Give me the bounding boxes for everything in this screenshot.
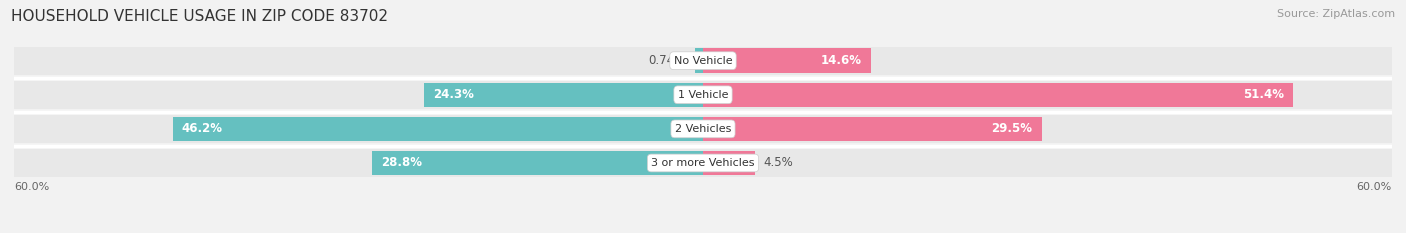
Text: 2 Vehicles: 2 Vehicles: [675, 124, 731, 134]
Text: 60.0%: 60.0%: [1357, 182, 1392, 192]
Text: HOUSEHOLD VEHICLE USAGE IN ZIP CODE 83702: HOUSEHOLD VEHICLE USAGE IN ZIP CODE 8370…: [11, 9, 388, 24]
Text: 3 or more Vehicles: 3 or more Vehicles: [651, 158, 755, 168]
Text: Source: ZipAtlas.com: Source: ZipAtlas.com: [1277, 9, 1395, 19]
Bar: [14, 47, 1392, 75]
Bar: [695, 48, 703, 73]
Bar: [14, 115, 1392, 143]
Text: 24.3%: 24.3%: [433, 88, 474, 101]
Text: 60.0%: 60.0%: [14, 182, 49, 192]
Text: 28.8%: 28.8%: [381, 157, 422, 169]
Bar: [173, 116, 703, 141]
Text: 51.4%: 51.4%: [1243, 88, 1284, 101]
Bar: [703, 48, 870, 73]
Bar: [425, 82, 703, 107]
Text: 46.2%: 46.2%: [181, 122, 222, 135]
Bar: [703, 116, 1042, 141]
Bar: [14, 149, 1392, 177]
Text: 0.74%: 0.74%: [648, 54, 685, 67]
Bar: [373, 151, 703, 175]
Text: 4.5%: 4.5%: [763, 157, 793, 169]
Text: No Vehicle: No Vehicle: [673, 56, 733, 66]
Text: 29.5%: 29.5%: [991, 122, 1032, 135]
Bar: [703, 82, 1294, 107]
Bar: [703, 151, 755, 175]
Text: 14.6%: 14.6%: [821, 54, 862, 67]
Bar: [14, 81, 1392, 109]
Text: 1 Vehicle: 1 Vehicle: [678, 90, 728, 100]
